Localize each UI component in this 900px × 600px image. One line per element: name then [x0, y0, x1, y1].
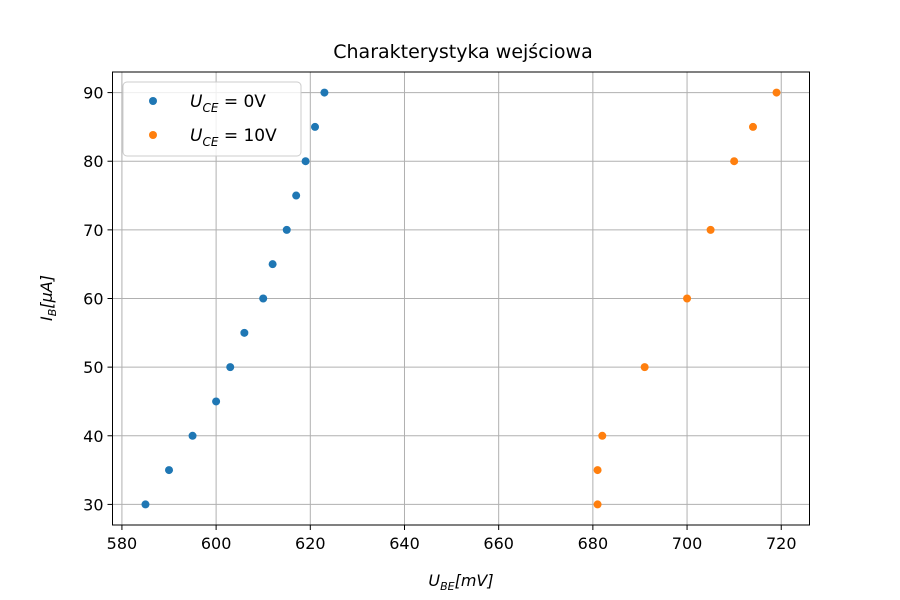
y-tick-label: 30 — [83, 495, 103, 514]
data-point-series-0 — [240, 328, 249, 337]
data-point-series-1 — [730, 157, 739, 166]
data-point-series-0 — [268, 260, 277, 269]
x-tick-label: 700 — [672, 534, 703, 553]
x-tick-label: 660 — [483, 534, 514, 553]
y-tick-label: 50 — [83, 358, 103, 377]
legend-label-series-1: UCE = 10V — [190, 126, 277, 149]
x-tick-label: 600 — [201, 534, 232, 553]
data-point-series-0 — [259, 294, 268, 303]
y-axis-label: IB[μA] — [37, 275, 59, 321]
x-tick-label: 640 — [389, 534, 420, 553]
data-point-series-1 — [748, 122, 757, 131]
legend-box — [122, 81, 302, 157]
grid — [112, 72, 810, 525]
data-point-series-0 — [165, 466, 174, 475]
data-point-series-0 — [188, 431, 197, 440]
legend: UCE = 0V UCE = 10V — [122, 81, 302, 157]
data-point-series-1 — [640, 363, 649, 372]
data-point-series-1 — [598, 431, 607, 440]
y-tick-label: 70 — [83, 221, 103, 240]
ticks: 580 600 620 640 660 680 700 720 30 40 50 60 70 80 90 — [83, 84, 796, 553]
plot-frame — [112, 71, 810, 526]
legend-label-series-0: UCE = 0V — [190, 92, 266, 115]
y-tick-label: 80 — [83, 152, 103, 171]
chart-title: Charakterystyka wejściowa — [333, 41, 593, 63]
data-point-series-1 — [772, 88, 781, 97]
y-tick-label: 40 — [83, 427, 103, 446]
x-tick-label: 620 — [295, 534, 326, 553]
legend-marker-series-1 — [149, 131, 157, 139]
data-points — [141, 88, 781, 509]
data-point-series-0 — [292, 191, 301, 200]
data-point-series-1 — [593, 466, 602, 475]
data-point-series-0 — [311, 122, 320, 131]
data-point-series-0 — [301, 157, 310, 166]
x-tick-label: 580 — [107, 534, 138, 553]
x-tick-label: 720 — [766, 534, 797, 553]
x-axis-label: UBE[mV] — [428, 571, 493, 593]
data-point-series-1 — [593, 500, 602, 509]
data-point-series-0 — [141, 500, 150, 509]
data-point-series-1 — [683, 294, 692, 303]
data-point-series-1 — [706, 225, 715, 234]
data-point-series-0 — [320, 88, 329, 97]
data-point-series-0 — [226, 363, 235, 372]
legend-marker-series-0 — [149, 97, 157, 105]
data-point-series-0 — [282, 225, 291, 234]
x-tick-label: 680 — [578, 534, 609, 553]
data-point-series-0 — [212, 397, 221, 406]
y-tick-label: 90 — [83, 84, 103, 103]
y-tick-label: 60 — [83, 290, 103, 309]
